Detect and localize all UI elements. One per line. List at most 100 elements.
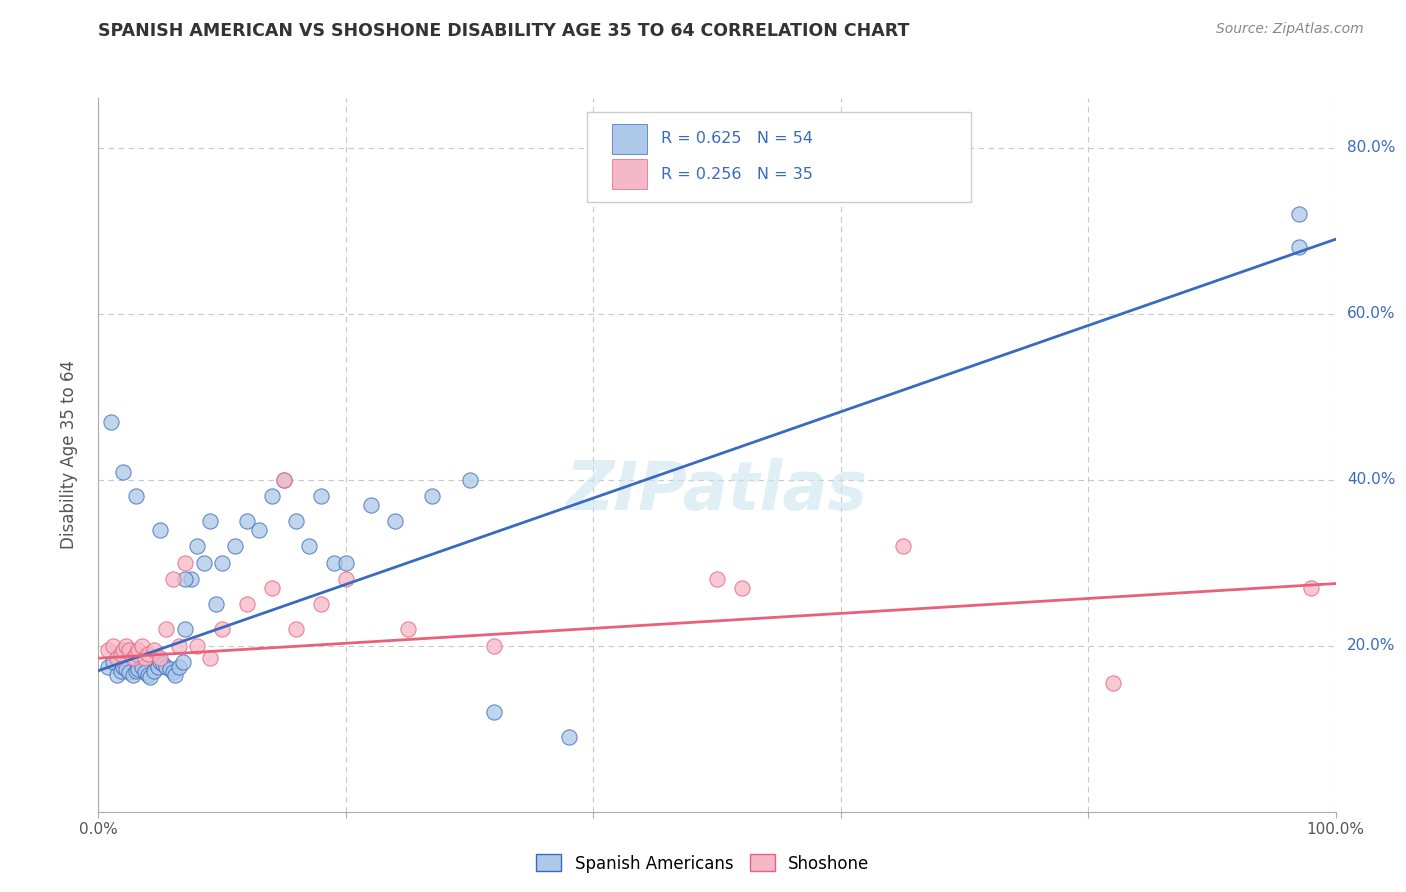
Point	[110, 647, 132, 661]
Point	[167, 639, 190, 653]
Point	[198, 514, 221, 528]
Point	[260, 581, 283, 595]
Point	[174, 622, 197, 636]
Point	[174, 556, 197, 570]
Point	[114, 639, 136, 653]
Point	[309, 597, 332, 611]
Point	[335, 556, 357, 570]
Point	[247, 523, 270, 537]
Point	[186, 639, 208, 653]
Point	[224, 539, 246, 553]
Point	[105, 651, 128, 665]
Point	[139, 670, 162, 684]
Point	[131, 659, 153, 673]
Point	[484, 705, 506, 719]
Point	[731, 581, 754, 595]
Point	[159, 662, 181, 676]
Point	[298, 539, 321, 553]
Text: 60.0%: 60.0%	[1347, 306, 1395, 321]
Point	[236, 514, 259, 528]
Point	[146, 659, 169, 673]
Point	[124, 664, 146, 678]
Point	[384, 514, 406, 528]
Point	[322, 556, 344, 570]
Point	[1288, 207, 1310, 221]
Point	[124, 647, 146, 661]
Point	[97, 643, 120, 657]
Point	[205, 597, 228, 611]
Point	[143, 664, 166, 678]
Point	[211, 556, 233, 570]
Point	[155, 659, 177, 673]
Point	[136, 668, 159, 682]
Bar	[612, 124, 647, 153]
Point	[236, 597, 259, 611]
Point	[172, 656, 194, 670]
Point	[118, 665, 141, 680]
Point	[97, 659, 120, 673]
Point	[112, 643, 135, 657]
Point	[105, 668, 128, 682]
Point	[167, 659, 190, 673]
Point	[273, 473, 295, 487]
Point	[335, 573, 357, 587]
Point	[706, 573, 728, 587]
Point	[458, 473, 481, 487]
Point	[162, 573, 184, 587]
Point	[285, 622, 308, 636]
Point	[103, 656, 125, 670]
Point	[422, 490, 444, 504]
Point	[112, 465, 135, 479]
Point	[396, 622, 419, 636]
FancyBboxPatch shape	[588, 112, 970, 202]
Point	[484, 639, 506, 653]
Y-axis label: Disability Age 35 to 64: Disability Age 35 to 64	[59, 360, 77, 549]
Text: ZIPatlas: ZIPatlas	[567, 458, 868, 524]
Point	[118, 643, 141, 657]
Point	[1102, 676, 1125, 690]
Point	[165, 668, 187, 682]
Point	[127, 662, 149, 676]
Point	[309, 490, 332, 504]
Point	[260, 490, 283, 504]
Legend: Spanish Americans, Shoshone: Spanish Americans, Shoshone	[530, 847, 876, 880]
Point	[273, 473, 295, 487]
Point	[155, 622, 177, 636]
Point	[136, 647, 159, 661]
Text: Source: ZipAtlas.com: Source: ZipAtlas.com	[1216, 22, 1364, 37]
Point	[174, 573, 197, 587]
Point	[134, 651, 156, 665]
Point	[112, 659, 135, 673]
Point	[127, 643, 149, 657]
Text: 20.0%: 20.0%	[1347, 639, 1395, 653]
Text: R = 0.625   N = 54: R = 0.625 N = 54	[661, 131, 814, 146]
Text: 40.0%: 40.0%	[1347, 472, 1395, 487]
Point	[211, 622, 233, 636]
Point	[103, 639, 125, 653]
Text: SPANISH AMERICAN VS SHOSHONE DISABILITY AGE 35 TO 64 CORRELATION CHART: SPANISH AMERICAN VS SHOSHONE DISABILITY …	[98, 22, 910, 40]
Point	[149, 523, 172, 537]
Point	[110, 664, 132, 678]
Bar	[612, 160, 647, 189]
Point	[143, 643, 166, 657]
Point	[131, 639, 153, 653]
Point	[360, 498, 382, 512]
Point	[1299, 581, 1322, 595]
Point	[152, 657, 174, 671]
Point	[124, 490, 146, 504]
Text: 80.0%: 80.0%	[1347, 140, 1395, 155]
Point	[1288, 240, 1310, 254]
Point	[122, 651, 145, 665]
Point	[162, 665, 184, 680]
Point	[285, 514, 308, 528]
Point	[122, 668, 145, 682]
Point	[891, 539, 914, 553]
Point	[114, 662, 136, 676]
Point	[193, 556, 215, 570]
Point	[149, 651, 172, 665]
Point	[134, 665, 156, 680]
Point	[198, 651, 221, 665]
Point	[186, 539, 208, 553]
Point	[180, 573, 202, 587]
Point	[100, 415, 122, 429]
